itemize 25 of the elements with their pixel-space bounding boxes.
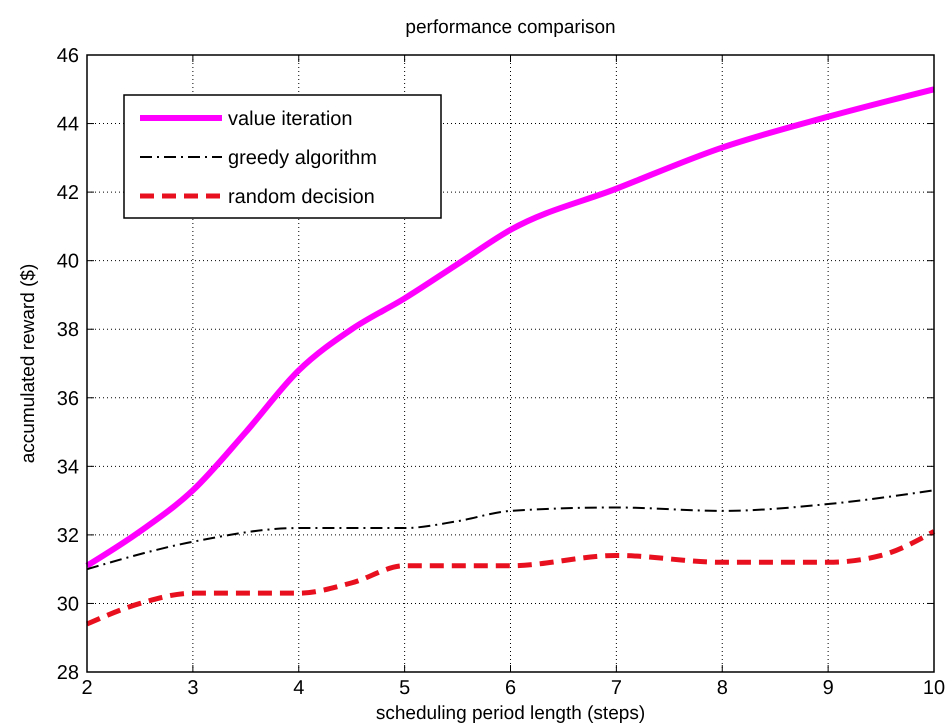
x-tick-label: 5: [399, 677, 410, 699]
y-tick-label: 44: [56, 114, 79, 136]
y-tick-label: 46: [56, 45, 79, 67]
x-tick-label: 6: [504, 677, 516, 699]
x-tick-label: 4: [293, 677, 304, 699]
x-tick-label: 2: [81, 677, 93, 699]
x-tick-label: 7: [610, 677, 622, 699]
y-tick-label: 32: [56, 524, 79, 547]
y-tick-label: 34: [56, 456, 79, 478]
legend-label: random decision: [228, 186, 375, 208]
x-axis-title: scheduling period length (steps): [376, 703, 646, 724]
legend-label: greedy algorithm: [228, 147, 377, 169]
x-tick-label: 9: [822, 677, 834, 699]
y-axis-title: accumulated reward ($): [18, 264, 39, 464]
y-tick-label: 30: [56, 593, 79, 616]
x-tick-label: 8: [716, 677, 728, 699]
y-tick-label: 28: [56, 662, 79, 684]
y-tick-label: 38: [56, 319, 79, 342]
legend-label: value iteration: [228, 108, 353, 130]
y-tick-label: 36: [56, 388, 79, 410]
y-tick-label: 40: [56, 250, 79, 273]
x-tick-label: 3: [187, 677, 198, 699]
x-tick-label: 10: [922, 677, 946, 699]
chart-title: performance comparison: [405, 17, 616, 38]
y-tick-label: 42: [56, 182, 79, 204]
